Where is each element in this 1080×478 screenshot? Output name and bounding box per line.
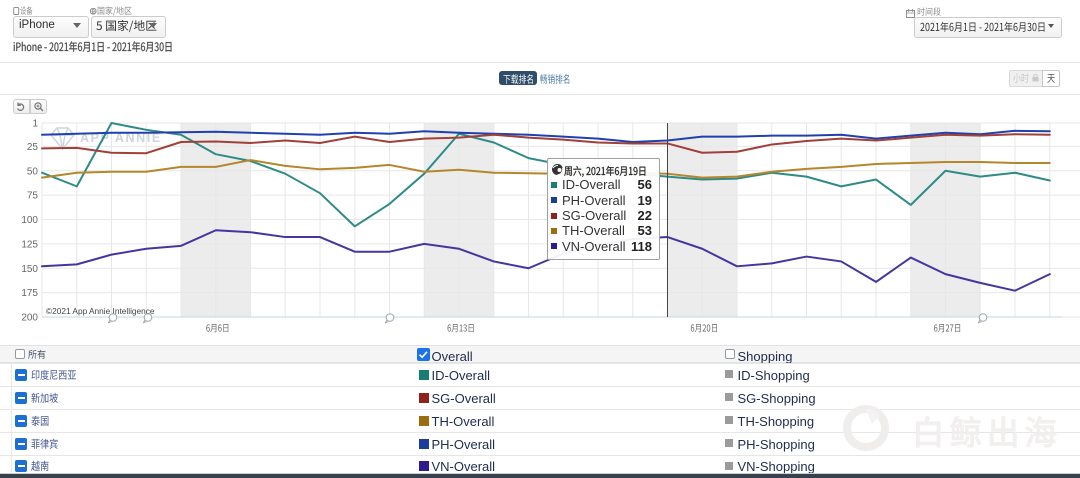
- svg-text:100: 100: [21, 215, 38, 226]
- svg-text:75: 75: [27, 191, 39, 202]
- svg-text:APP ANNIE: APP ANNIE: [80, 131, 162, 145]
- svg-text:25: 25: [27, 142, 39, 153]
- svg-text:175: 175: [21, 288, 38, 299]
- svg-text:50: 50: [27, 166, 39, 177]
- svg-text:200: 200: [21, 313, 38, 324]
- svg-text:125: 125: [21, 239, 38, 250]
- svg-text:©2021 App Annie Intelligence: ©2021 App Annie Intelligence: [46, 306, 155, 316]
- svg-text:1: 1: [32, 119, 38, 130]
- svg-text:150: 150: [21, 264, 38, 275]
